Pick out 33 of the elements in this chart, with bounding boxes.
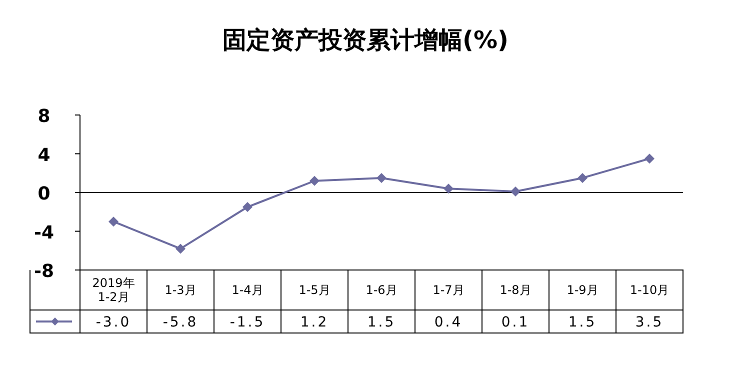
point <box>444 184 454 194</box>
x-tick-label: 1-5月 <box>298 283 330 297</box>
data-label: -3.0 <box>96 314 132 330</box>
data-label: 0.1 <box>501 314 530 330</box>
data-label: 0.4 <box>434 314 463 330</box>
point <box>376 172 386 183</box>
point <box>108 216 118 227</box>
y-tick-label: 0 <box>38 184 50 204</box>
data-label: 1.5 <box>568 314 597 330</box>
x-tick-label: 1-6月 <box>366 283 398 297</box>
point <box>644 154 654 164</box>
data-label: 3.5 <box>635 314 664 330</box>
x-tick-label: 1-10月 <box>630 283 670 297</box>
x-tick-label: 2019年 1-2月 <box>92 276 135 304</box>
chart-title: 固定资产投资累计增幅(%) <box>222 26 508 54</box>
x-tick-label: 1-4月 <box>232 283 264 297</box>
y-tick-label: -4 <box>34 222 54 244</box>
x-tick-label: 1-7月 <box>432 283 464 297</box>
x-tick-label: 1-8月 <box>500 283 532 297</box>
point <box>578 172 588 183</box>
data-label: -5.8 <box>162 314 198 330</box>
point <box>510 186 520 197</box>
y-tick-label: 8 <box>38 106 50 127</box>
point <box>242 202 252 212</box>
x-tick-label: 1-3月 <box>164 283 196 297</box>
data-label: 1.5 <box>367 314 396 330</box>
y-tick-label: 4 <box>38 144 50 166</box>
y-tick-label: -8 <box>34 261 54 282</box>
x-tick-label: 1-9月 <box>566 283 598 297</box>
point <box>310 176 320 186</box>
data-label: -1.5 <box>230 314 266 330</box>
data-label: 1.2 <box>300 314 329 330</box>
point <box>176 244 186 254</box>
